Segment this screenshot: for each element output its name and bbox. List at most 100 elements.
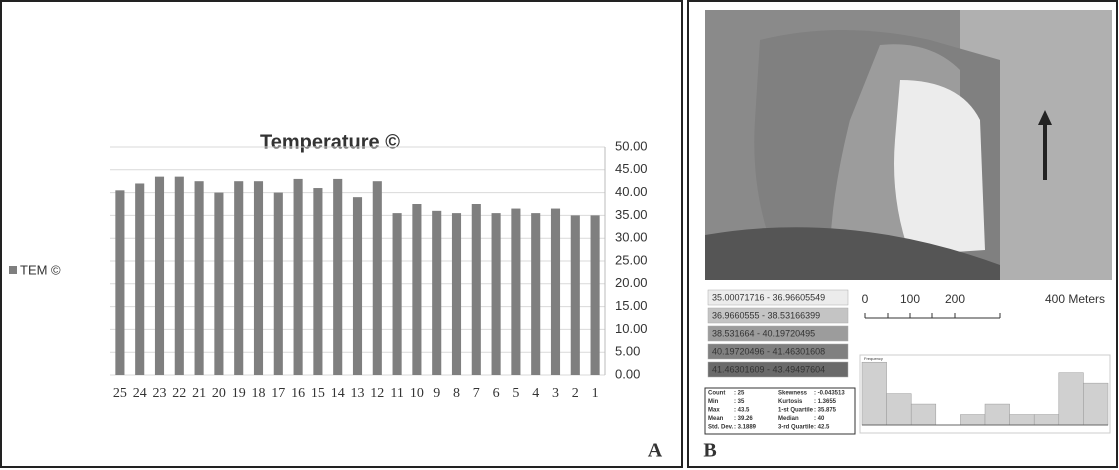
x-tick-label: 17: [271, 386, 285, 401]
bar: [452, 213, 461, 375]
panel-label: A: [648, 440, 663, 462]
x-tick-label: 10: [410, 386, 424, 401]
stat-value: : 3.1889: [734, 425, 757, 431]
x-tick-label: 19: [232, 386, 246, 401]
x-tick-label: 24: [133, 386, 147, 401]
bar: [254, 181, 263, 375]
bar: [333, 179, 342, 375]
y-tick-label: 5.00: [615, 344, 640, 359]
legend-label: TEM ©: [20, 262, 61, 277]
stat-label: Kurtosis: [778, 399, 803, 405]
bar: [115, 190, 124, 375]
y-tick-label: 40.00: [615, 184, 648, 199]
stat-label: 3-rd Quartile: [778, 425, 814, 431]
histogram-bar: [911, 404, 936, 425]
bar: [155, 177, 164, 375]
stat-label: Min: [708, 399, 719, 405]
x-tick-label: 12: [370, 386, 384, 401]
stat-label: Mean: [708, 416, 724, 422]
histogram-bar: [960, 415, 985, 425]
bar: [432, 211, 441, 375]
scale-label: 400 Meters: [1045, 292, 1105, 306]
x-tick-label: 13: [351, 386, 365, 401]
histogram-bar: [985, 404, 1010, 425]
x-tick-label: 6: [493, 386, 500, 401]
bar: [472, 204, 481, 375]
y-tick-label: 25.00: [615, 252, 648, 267]
figure: A B Temperature © 0100200400 Meters 0.00…: [0, 0, 1119, 470]
legend-label: 41.46301609 - 43.49497604: [712, 364, 825, 374]
stat-value: : 1.3655: [814, 399, 837, 405]
bar: [214, 193, 223, 375]
legend-label: 35.00071716 - 36.96605549: [712, 292, 825, 302]
bar: [353, 197, 362, 375]
y-tick-label: 0.00: [615, 366, 640, 381]
bar: [492, 213, 501, 375]
x-tick-label: 9: [433, 386, 440, 401]
y-tick-label: 35.00: [615, 207, 648, 222]
bar: [571, 215, 580, 375]
x-tick-label: 3: [552, 386, 559, 401]
y-tick-label: 10.00: [615, 321, 648, 336]
x-tick-label: 11: [390, 386, 403, 401]
bar: [511, 209, 520, 375]
x-tick-label: 25: [113, 386, 127, 401]
bar: [313, 188, 322, 375]
x-tick-label: 18: [252, 386, 266, 401]
scale-label: 0: [862, 292, 869, 306]
stat-value: : 43.5: [734, 408, 750, 414]
stat-value: : 39.26: [734, 416, 753, 422]
stat-label: Max: [708, 408, 720, 414]
bar: [393, 213, 402, 375]
x-tick-label: 23: [153, 386, 167, 401]
panel-label: B: [703, 440, 716, 462]
bar: [591, 215, 600, 375]
y-tick-label: 15.00: [615, 298, 648, 313]
stat-label: 1-st Quartile: [778, 408, 814, 414]
stat-value: : -0.043513: [814, 391, 845, 397]
bar: [551, 209, 560, 375]
stat-value: : 35: [734, 399, 745, 405]
x-tick-label: 8: [453, 386, 460, 401]
x-tick-label: 5: [512, 386, 519, 401]
x-tick-label: 7: [473, 386, 480, 401]
legend-label: 36.9660555 - 38.53166399: [712, 310, 820, 320]
legend-label: 40.19720496 - 41.46301608: [712, 346, 825, 356]
x-tick-label: 21: [192, 386, 206, 401]
histogram-bar: [1010, 415, 1035, 425]
stat-label: Median: [778, 416, 799, 422]
map: [705, 10, 1112, 280]
x-tick-label: 14: [331, 386, 345, 401]
histogram-bar: [862, 362, 887, 425]
bar: [373, 181, 382, 375]
stat-label: Std. Dev.: [708, 425, 734, 431]
x-tick-label: 1: [592, 386, 599, 401]
y-axis-label: Frequency: [864, 356, 883, 361]
scale-label: 100: [900, 292, 920, 306]
legend-swatch: [9, 266, 17, 274]
x-tick-label: 20: [212, 386, 226, 401]
x-tick-label: 22: [172, 386, 186, 401]
x-tick-label: 16: [291, 386, 305, 401]
bar: [195, 181, 204, 375]
y-tick-label: 45.00: [615, 161, 648, 176]
stat-value: : 42.5: [814, 425, 830, 431]
y-tick-label: 50.00: [615, 138, 648, 153]
bar: [175, 177, 184, 375]
x-tick-label: 15: [311, 386, 325, 401]
y-tick-label: 30.00: [615, 230, 648, 245]
histogram-bar: [1059, 373, 1084, 425]
histogram-bar: [1034, 415, 1059, 425]
scale-label: 200: [945, 292, 965, 306]
x-tick-label: 2: [572, 386, 579, 401]
x-tick-label: 4: [532, 386, 539, 401]
stat-value: : 35.875: [814, 408, 837, 414]
histogram-bar: [1083, 383, 1108, 425]
bar: [531, 213, 540, 375]
bar: [135, 183, 144, 375]
stat-label: Skewness: [778, 391, 808, 397]
legend-label: 38.531664 - 40.19720495: [712, 328, 815, 338]
bar: [294, 179, 303, 375]
stat-value: : 40: [814, 416, 825, 422]
stat-value: : 25: [734, 391, 745, 397]
